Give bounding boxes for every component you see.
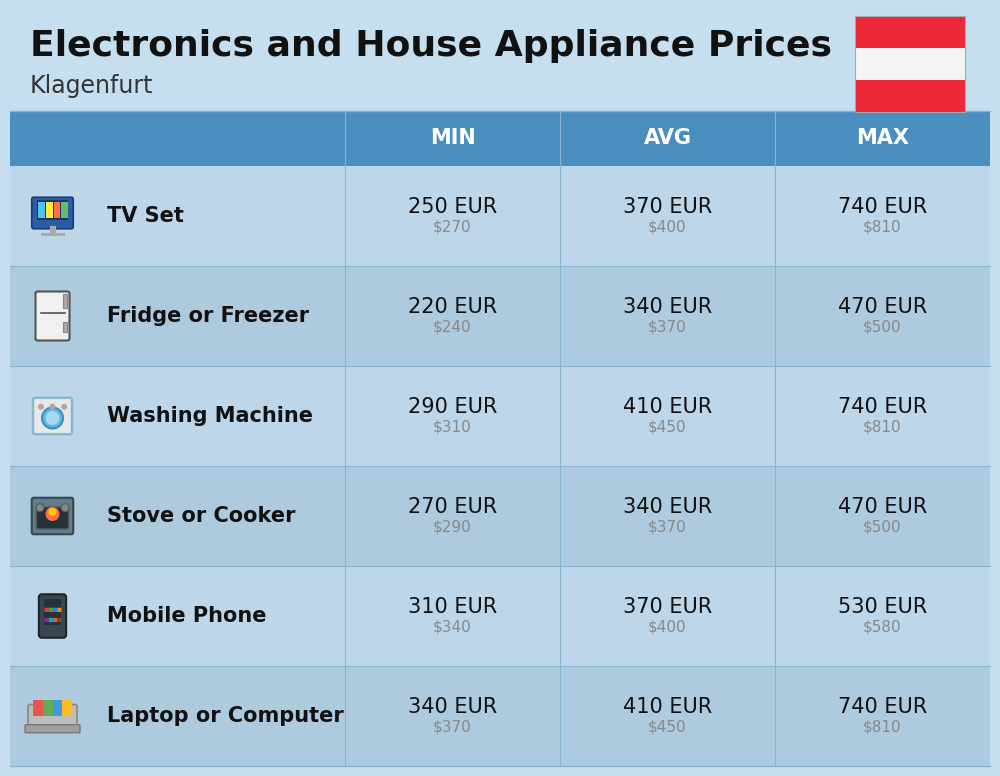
Bar <box>54 202 60 218</box>
FancyBboxPatch shape <box>53 618 57 622</box>
Bar <box>10 266 990 366</box>
Text: $370: $370 <box>648 519 687 535</box>
Text: $810: $810 <box>863 719 902 735</box>
Text: $310: $310 <box>433 420 472 435</box>
Text: Klagenfurt: Klagenfurt <box>30 74 154 98</box>
FancyBboxPatch shape <box>39 594 66 638</box>
Text: 310 EUR: 310 EUR <box>408 597 497 617</box>
Text: $450: $450 <box>648 420 687 435</box>
Text: $400: $400 <box>648 619 687 635</box>
Text: $500: $500 <box>863 320 902 334</box>
Text: Fridge or Freezer: Fridge or Freezer <box>107 306 309 326</box>
Text: 370 EUR: 370 EUR <box>623 597 712 617</box>
Bar <box>44 599 61 625</box>
Text: 340 EUR: 340 EUR <box>408 697 497 717</box>
Text: $370: $370 <box>433 719 472 735</box>
Text: Laptop or Computer: Laptop or Computer <box>107 706 344 726</box>
Bar <box>62 701 72 715</box>
Text: 470 EUR: 470 EUR <box>838 497 927 517</box>
Bar <box>61 202 68 218</box>
Text: 410 EUR: 410 EUR <box>623 397 712 417</box>
Text: 250 EUR: 250 EUR <box>408 197 497 217</box>
Bar <box>855 16 965 112</box>
Text: 220 EUR: 220 EUR <box>408 297 497 317</box>
Circle shape <box>48 508 56 516</box>
Circle shape <box>50 404 56 410</box>
FancyBboxPatch shape <box>44 618 49 622</box>
FancyBboxPatch shape <box>36 292 70 341</box>
Bar <box>10 666 990 766</box>
Bar <box>855 48 965 80</box>
Circle shape <box>38 404 44 410</box>
Text: Mobile Phone: Mobile Phone <box>107 606 266 626</box>
Bar <box>52 701 62 715</box>
FancyBboxPatch shape <box>32 497 73 534</box>
Circle shape <box>42 407 63 428</box>
Text: $400: $400 <box>648 220 687 234</box>
Text: 290 EUR: 290 EUR <box>408 397 497 417</box>
FancyBboxPatch shape <box>44 608 49 612</box>
Text: MAX: MAX <box>856 129 909 148</box>
Bar <box>855 16 965 48</box>
Bar <box>855 80 965 112</box>
Text: 740 EUR: 740 EUR <box>838 397 927 417</box>
FancyBboxPatch shape <box>57 608 62 612</box>
Text: Washing Machine: Washing Machine <box>107 406 313 426</box>
FancyBboxPatch shape <box>25 725 80 733</box>
Bar <box>33 701 72 715</box>
FancyBboxPatch shape <box>49 608 53 612</box>
FancyBboxPatch shape <box>49 618 53 622</box>
Text: 370 EUR: 370 EUR <box>623 197 712 217</box>
Bar <box>33 701 43 715</box>
Bar <box>62 322 66 332</box>
Circle shape <box>61 504 69 511</box>
Text: $450: $450 <box>648 719 687 735</box>
Text: 340 EUR: 340 EUR <box>623 497 712 517</box>
FancyBboxPatch shape <box>53 608 57 612</box>
Circle shape <box>61 404 67 410</box>
Text: $340: $340 <box>433 619 472 635</box>
Bar <box>38 202 45 218</box>
Text: $580: $580 <box>863 619 902 635</box>
Text: 740 EUR: 740 EUR <box>838 197 927 217</box>
Circle shape <box>36 504 44 511</box>
Bar <box>43 701 52 715</box>
Text: 340 EUR: 340 EUR <box>623 297 712 317</box>
Bar <box>10 466 990 566</box>
Bar <box>10 111 990 166</box>
Bar <box>40 233 64 236</box>
Text: 270 EUR: 270 EUR <box>408 497 497 517</box>
Text: MIN: MIN <box>430 129 475 148</box>
Text: $370: $370 <box>648 320 687 334</box>
Bar <box>10 366 990 466</box>
Bar <box>50 226 56 234</box>
Text: $290: $290 <box>433 519 472 535</box>
Text: 410 EUR: 410 EUR <box>623 697 712 717</box>
Text: $500: $500 <box>863 519 902 535</box>
Text: $270: $270 <box>433 220 472 234</box>
Bar <box>37 200 68 220</box>
FancyBboxPatch shape <box>28 705 77 728</box>
Bar <box>46 202 52 218</box>
FancyBboxPatch shape <box>33 398 72 435</box>
FancyBboxPatch shape <box>36 507 69 529</box>
Text: 530 EUR: 530 EUR <box>838 597 927 617</box>
Text: $240: $240 <box>433 320 472 334</box>
Circle shape <box>46 411 60 425</box>
Text: AVG: AVG <box>644 129 692 148</box>
FancyBboxPatch shape <box>57 618 62 622</box>
Bar <box>62 294 66 308</box>
Text: 470 EUR: 470 EUR <box>838 297 927 317</box>
Bar <box>10 566 990 666</box>
Text: $810: $810 <box>863 420 902 435</box>
Circle shape <box>46 507 60 521</box>
Bar <box>10 166 990 266</box>
Text: TV Set: TV Set <box>107 206 184 226</box>
Text: Stove or Cooker: Stove or Cooker <box>107 506 296 526</box>
Text: Electronics and House Appliance Prices: Electronics and House Appliance Prices <box>30 29 832 63</box>
Text: 740 EUR: 740 EUR <box>838 697 927 717</box>
Text: $810: $810 <box>863 220 902 234</box>
FancyBboxPatch shape <box>32 197 73 229</box>
